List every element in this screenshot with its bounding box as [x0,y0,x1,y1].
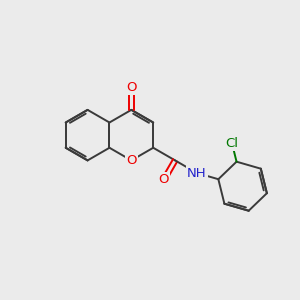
Text: NH: NH [187,167,207,179]
Text: O: O [159,173,169,186]
Text: Cl: Cl [226,137,238,150]
Text: O: O [126,81,136,94]
Text: O: O [126,154,136,167]
